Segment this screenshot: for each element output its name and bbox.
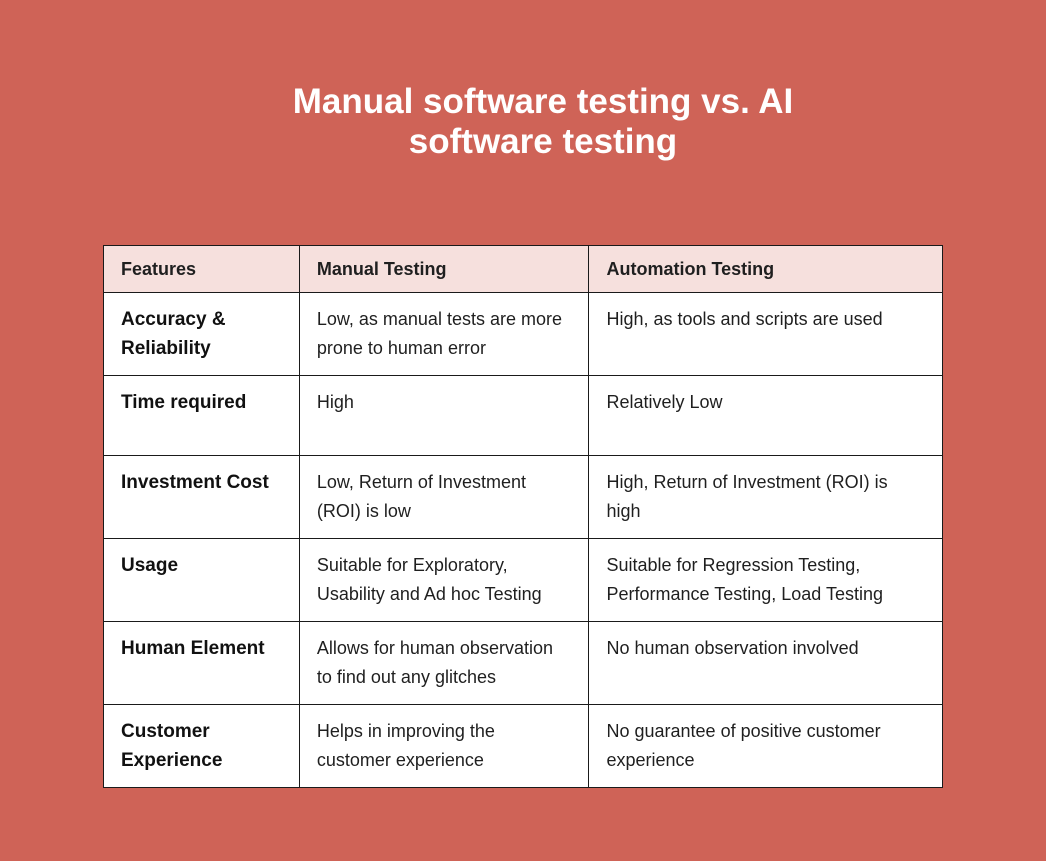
header-automation-testing: Automation Testing	[588, 245, 943, 293]
feature-cell: Human Element	[103, 621, 300, 705]
feature-cell: Accuracy & Reliability	[103, 292, 300, 376]
table-row: Time required High Relatively Low	[103, 375, 943, 456]
comparison-table: Features Manual Testing Automation Testi…	[103, 245, 943, 788]
feature-cell: Time required	[103, 375, 300, 456]
automation-testing-cell: Suitable for Regression Testing, Perform…	[588, 538, 943, 622]
page-title: Manual software testing vs. AI software …	[0, 82, 1046, 162]
manual-testing-cell: Low, Return of Investment (ROI) is low	[298, 455, 590, 539]
title-line-1: Manual software testing vs. AI	[292, 82, 794, 121]
header-features: Features	[103, 245, 300, 293]
automation-testing-cell: No human observation involved	[588, 621, 943, 705]
title-line-2: software testing	[408, 122, 678, 161]
table-row: Usage Suitable for Exploratory, Usability…	[103, 538, 943, 622]
automation-testing-cell: High, as tools and scripts are used	[588, 292, 943, 376]
feature-cell: Usage	[103, 538, 300, 622]
manual-testing-cell: Helps in improving the customer experien…	[298, 704, 590, 788]
manual-testing-cell: High	[298, 375, 590, 456]
manual-testing-cell: Allows for human observation to find out…	[298, 621, 590, 705]
header-manual-testing: Manual Testing	[298, 245, 590, 293]
table-row: Human Element Allows for human observatio…	[103, 621, 943, 705]
manual-testing-cell: Low, as manual tests are more prone to h…	[298, 292, 590, 376]
table-row: Customer Experience Helps in improving th…	[103, 704, 943, 788]
manual-testing-cell: Suitable for Exploratory, Usability and …	[298, 538, 590, 622]
automation-testing-cell: No guarantee of positive customer experi…	[588, 704, 943, 788]
table-row: Investment Cost Low, Return of Investment…	[103, 455, 943, 539]
table-row: Accuracy & Reliability Low, as manual tes…	[103, 292, 943, 376]
feature-cell: Investment Cost	[103, 455, 300, 539]
table-header-row: Features Manual Testing Automation Testi…	[103, 245, 943, 293]
automation-testing-cell: High, Return of Investment (ROI) is high	[588, 455, 943, 539]
feature-cell: Customer Experience	[103, 704, 300, 788]
automation-testing-cell: Relatively Low	[588, 375, 943, 456]
